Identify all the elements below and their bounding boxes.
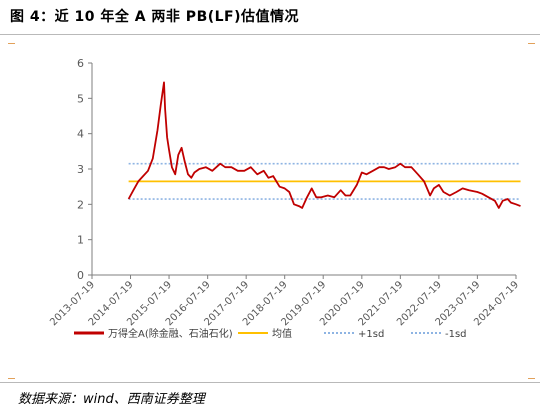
pb-valuation-chart: 01234562013-07-192014-07-192015-07-19201… <box>48 57 521 340</box>
top-divider <box>0 34 540 35</box>
reference-lines <box>128 162 521 200</box>
pb-series-line <box>127 81 521 209</box>
y-tick-label: 0 <box>77 269 84 282</box>
y-tick-label: 4 <box>77 128 84 141</box>
figure-title: 图 4：近 10 年全 A 两非 PB(LF)估值情况 <box>10 9 300 25</box>
legend-item-minus-1sd-label: -1sd <box>445 329 467 340</box>
chart-legend: 万得全A(除金融、石油石化) 均值 +1sd -1sd <box>74 327 467 340</box>
bottom-divider <box>0 382 540 383</box>
corner-mark <box>8 43 15 44</box>
legend-item-plus-1sd-label: +1sd <box>358 329 384 340</box>
y-tick-label: 3 <box>77 163 84 176</box>
figure-source: 数据来源：wind、西南证券整理 <box>18 392 205 407</box>
y-tick-label: 2 <box>77 198 84 211</box>
corner-mark <box>528 378 535 379</box>
series-layer <box>127 81 521 209</box>
legend-item-series-label: 万得全A(除金融、石油石化) <box>108 327 233 340</box>
legend-item-mean-label: 均值 <box>272 327 292 340</box>
y-tick-label: 5 <box>77 92 84 105</box>
corner-mark <box>8 378 15 379</box>
y-tick-label: 6 <box>77 57 84 70</box>
y-tick-label: 1 <box>77 234 84 247</box>
corner-mark <box>528 43 535 44</box>
chart-axes: 01234562013-07-192014-07-192015-07-19201… <box>48 57 521 328</box>
